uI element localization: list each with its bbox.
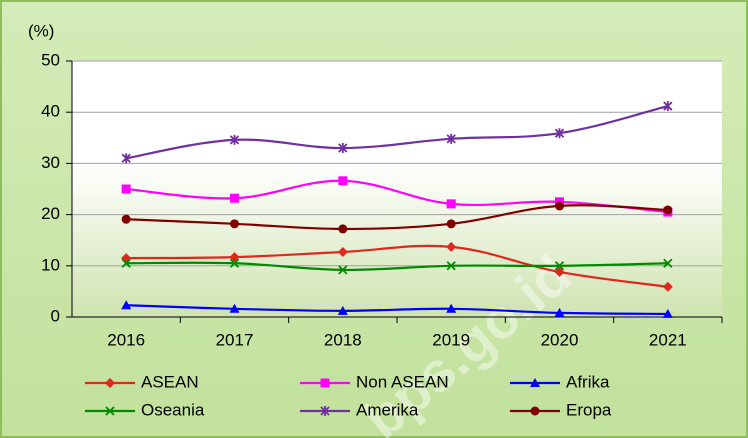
- marker: [338, 224, 348, 234]
- marker: [337, 305, 348, 315]
- marker: [663, 101, 673, 112]
- marker: [554, 307, 565, 317]
- y-tick-label: 0: [51, 306, 60, 325]
- plot-area: [72, 61, 722, 317]
- marker: [121, 214, 131, 224]
- marker: [530, 378, 540, 387]
- marker: [105, 378, 115, 388]
- x-tick-label: 2021: [649, 330, 687, 349]
- marker: [530, 406, 540, 416]
- marker: [338, 143, 348, 154]
- marker: [229, 258, 240, 268]
- marker: [121, 153, 131, 164]
- marker: [663, 258, 673, 268]
- legend-label: Afrika: [566, 372, 610, 391]
- series-line: [125, 104, 669, 160]
- marker: [121, 300, 132, 310]
- marker: [320, 406, 330, 416]
- marker: [121, 184, 131, 194]
- marker: [229, 303, 240, 313]
- marker: [554, 261, 565, 271]
- x-tick-label: 2019: [432, 330, 470, 349]
- x-tick-label: 2016: [107, 330, 145, 349]
- legend-label: Non ASEAN: [356, 372, 449, 391]
- marker: [446, 303, 457, 313]
- legend-label: Eropa: [566, 400, 612, 419]
- x-tick-label: 2020: [541, 330, 579, 349]
- x-tick-label: 2018: [324, 330, 362, 349]
- x-tick-label: 2017: [216, 330, 254, 349]
- y-tick-label: 20: [41, 204, 60, 223]
- y-tick-label: 30: [41, 153, 60, 172]
- legend-label: Amerika: [356, 400, 419, 419]
- marker: [662, 281, 673, 292]
- series-line: [126, 179, 668, 214]
- marker: [338, 265, 348, 275]
- y-axis-label: (%): [28, 21, 54, 40]
- series-line: [126, 261, 668, 272]
- marker: [229, 134, 240, 145]
- marker: [662, 308, 673, 318]
- marker: [121, 258, 131, 268]
- marker: [446, 199, 456, 209]
- y-tick-label: 50: [41, 50, 60, 69]
- series-line: [126, 204, 668, 231]
- marker: [338, 176, 348, 186]
- marker: [555, 201, 564, 211]
- legend-label: ASEAN: [141, 372, 199, 391]
- marker: [663, 205, 673, 215]
- marker: [554, 128, 565, 139]
- series-line: [126, 304, 668, 316]
- marker: [230, 193, 239, 203]
- marker: [446, 261, 456, 271]
- y-tick-label: 40: [41, 102, 60, 121]
- marker: [446, 133, 456, 144]
- marker: [320, 378, 330, 388]
- marker: [446, 241, 457, 252]
- marker: [337, 246, 348, 257]
- legend-label: Oseania: [141, 400, 205, 419]
- marker: [446, 219, 456, 229]
- y-tick-label: 10: [41, 255, 60, 274]
- marker: [230, 219, 239, 229]
- marker: [105, 406, 115, 416]
- series-line: [126, 244, 668, 288]
